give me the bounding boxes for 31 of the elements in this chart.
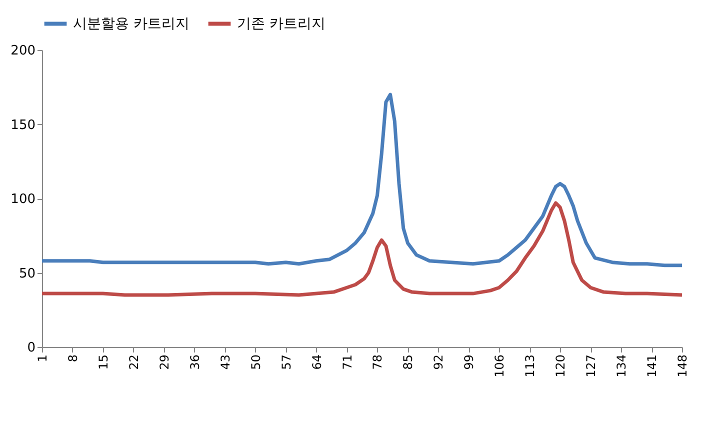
x-tick-label: 8 bbox=[66, 354, 80, 362]
x-tick-label: 22 bbox=[126, 354, 141, 370]
x-tick-label: 43 bbox=[218, 354, 232, 370]
x-tick-label: 134 bbox=[614, 354, 629, 378]
x-tick-label: 15 bbox=[96, 354, 110, 370]
y-tick-label: 200 bbox=[10, 44, 36, 58]
x-tick-label: 148 bbox=[676, 354, 690, 378]
x-tick-label: 127 bbox=[584, 354, 598, 378]
x-tick-label: 1 bbox=[36, 354, 50, 362]
x-tick-label: 92 bbox=[432, 354, 446, 370]
x-tick-label: 78 bbox=[370, 354, 385, 370]
x-tick-label: 29 bbox=[157, 354, 172, 370]
y-tick-label: 50 bbox=[18, 266, 36, 282]
x-tick-label: 99 bbox=[462, 354, 476, 370]
x-tick-label: 71 bbox=[340, 354, 354, 370]
line-series bbox=[40, 201, 684, 297]
y-tick-label: 0 bbox=[27, 340, 36, 356]
x-tick-label: 85 bbox=[401, 354, 416, 370]
y-tick-label: 150 bbox=[10, 118, 36, 133]
x-tick-label: 50 bbox=[248, 354, 263, 370]
legend-label: 기존 카트리지 bbox=[237, 16, 326, 32]
x-tick-label: 113 bbox=[523, 354, 538, 378]
x-tick-label: 106 bbox=[492, 354, 507, 378]
x-tick-label: 141 bbox=[645, 354, 660, 378]
legend-label: 시분할용 카트리지 bbox=[73, 16, 190, 32]
x-tick-label: 57 bbox=[279, 354, 294, 370]
line-series bbox=[40, 92, 684, 268]
x-tick-label: 36 bbox=[188, 354, 202, 370]
y-tick-label: 100 bbox=[10, 192, 36, 207]
x-tick-label: 64 bbox=[310, 354, 324, 370]
x-tick-label: 120 bbox=[554, 354, 568, 378]
